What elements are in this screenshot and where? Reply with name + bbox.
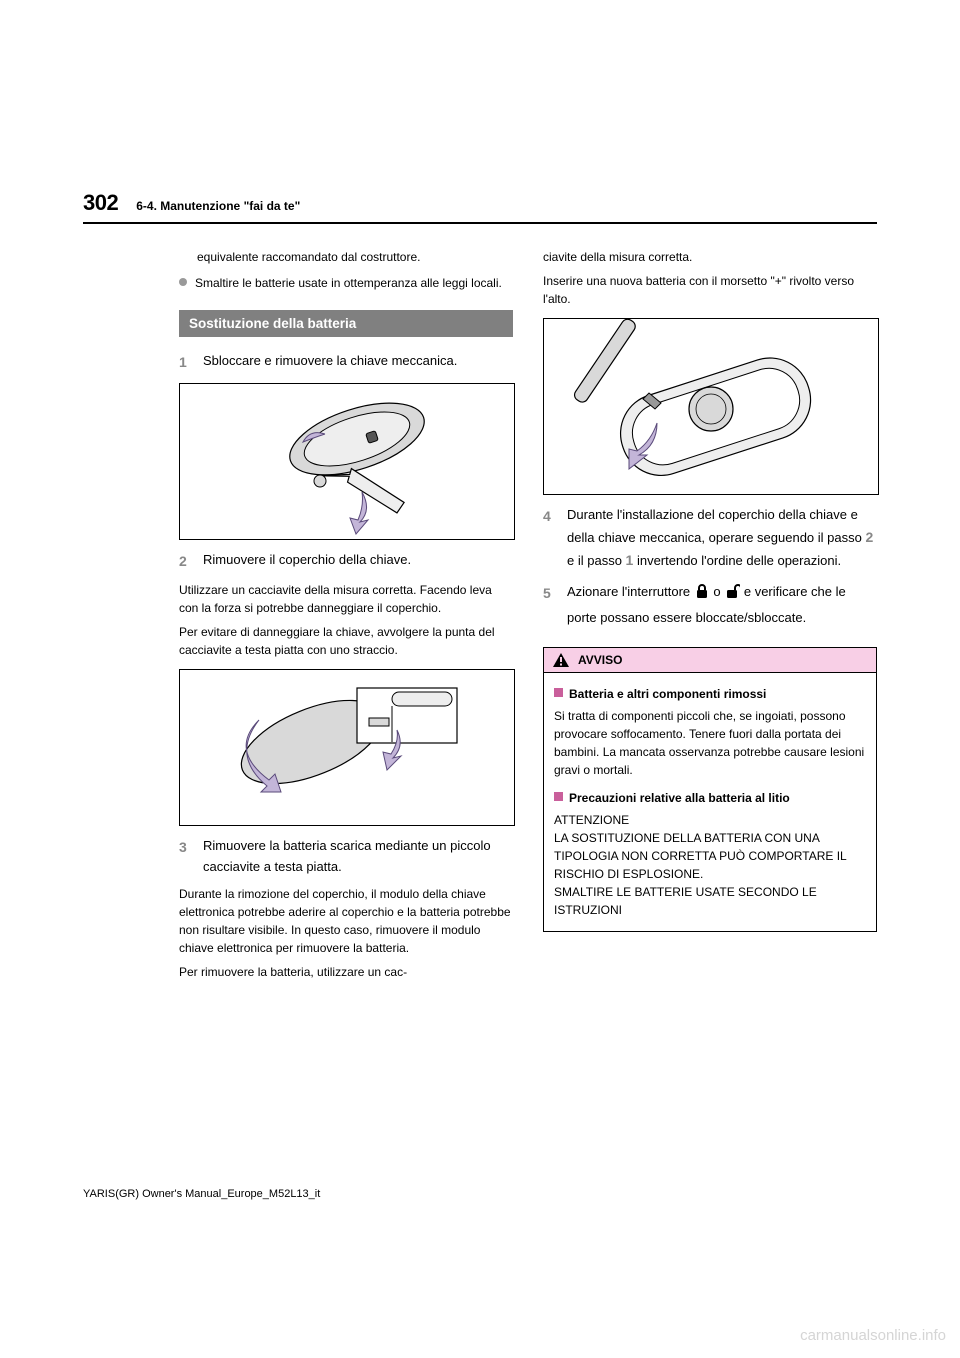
- bullet-dispose: Smaltire le batterie usate in ottemperan…: [179, 274, 513, 292]
- square-bullet-icon: [554, 688, 563, 697]
- footer-text: YARIS(GR) Owner's Manual_Europe_M52L13_i…: [83, 1188, 320, 1200]
- step-2: 2 Rimuovere il coperchio della chiave.: [179, 550, 513, 572]
- figure-3: [543, 318, 879, 495]
- continued-text: equivalente raccomandato dal costruttore…: [197, 248, 513, 266]
- step-5-num: 5: [543, 579, 557, 631]
- note-screwdriver: Utilizzare un cacciavite della misura co…: [179, 581, 513, 617]
- step-4: 4 Durante l'installazione del coperchio …: [543, 505, 877, 571]
- step-4-num: 4: [543, 505, 557, 571]
- insert-battery-text: Inserire una nuova batteria con il morse…: [543, 272, 877, 308]
- step-3-num: 3: [179, 836, 193, 878]
- key-remove-illustration: [180, 384, 514, 539]
- step-3: 3 Rimuovere la batteria scarica mediante…: [179, 836, 513, 878]
- replace-heading: Sostituzione della batteria: [179, 310, 513, 337]
- right-column: ciavite della misura corretta. Inserire …: [543, 242, 877, 987]
- avviso-box: AVVISO Batteria e altri componenti rimos…: [543, 647, 877, 932]
- step-5-text: Azionare l'interruttore o e verificare c…: [567, 579, 877, 631]
- step-1-text: Sbloccare e rimuovere la chiave meccanic…: [203, 351, 457, 373]
- step-4-text: Durante l'installazione del coperchio de…: [567, 505, 877, 571]
- square-bullet-icon: [554, 792, 563, 801]
- note-remove-battery: Per rimuovere la batteria, utilizzare un…: [179, 963, 513, 981]
- manual-page: 302 6-4. Manutenzione "fai da te" equiva…: [0, 0, 960, 987]
- avviso-sec2-title: Precauzioni relative alla batteria al li…: [569, 789, 790, 807]
- avviso-sec2-body: ATTENZIONE LA SOSTITUZIONE DELLA BATTERI…: [554, 811, 866, 919]
- avviso-header: AVVISO: [544, 648, 876, 673]
- battery-remove-illustration: [544, 319, 878, 494]
- unlock-icon: [724, 583, 740, 599]
- header-rule: [83, 222, 877, 224]
- cover-remove-illustration: [180, 670, 514, 825]
- avviso-sec1-body: Si tratta di componenti piccoli che, se …: [554, 707, 866, 779]
- avviso-sec1-title: Batteria e altri componenti rimossi: [569, 685, 766, 703]
- step-ref-2: 2: [865, 529, 873, 545]
- right-continued: ciavite della misura corretta.: [543, 248, 877, 266]
- step-2-num: 2: [179, 550, 193, 572]
- content-columns: equivalente raccomandato dal costruttore…: [83, 242, 877, 987]
- left-column: equivalente raccomandato dal costruttore…: [83, 242, 513, 987]
- avviso-sec1-head: Batteria e altri componenti rimossi: [554, 685, 866, 703]
- step-1: 1 Sbloccare e rimuovere la chiave meccan…: [179, 351, 513, 373]
- note-module-stick: Durante la rimozione del coperchio, il m…: [179, 885, 513, 957]
- figure-2: [179, 669, 515, 826]
- avviso-sec2-head: Precauzioni relative alla batteria al li…: [554, 789, 866, 807]
- bullet-dispose-text: Smaltire le batterie usate in ottemperan…: [195, 274, 502, 292]
- avviso-body: Batteria e altri componenti rimossi Si t…: [544, 673, 876, 931]
- warning-triangle-icon: [552, 652, 570, 668]
- lock-icon: [694, 583, 710, 599]
- page-header: 302 6-4. Manutenzione "fai da te": [83, 190, 877, 216]
- section-title: 6-4. Manutenzione "fai da te": [136, 199, 300, 213]
- watermark: carmanualsonline.info: [800, 1327, 946, 1344]
- page-number: 302: [83, 190, 118, 216]
- note-wrap-tip: Per evitare di danneggiare la chiave, av…: [179, 623, 513, 659]
- avviso-title: AVVISO: [578, 653, 622, 667]
- step-2-text: Rimuovere il coperchio della chiave.: [203, 550, 411, 572]
- step-3-text: Rimuovere la batteria scarica mediante u…: [203, 836, 513, 878]
- step-5: 5 Azionare l'interruttore o e verificare…: [543, 579, 877, 631]
- step-1-num: 1: [179, 351, 193, 373]
- bullet-dot-icon: [179, 278, 187, 286]
- figure-1: [179, 383, 515, 540]
